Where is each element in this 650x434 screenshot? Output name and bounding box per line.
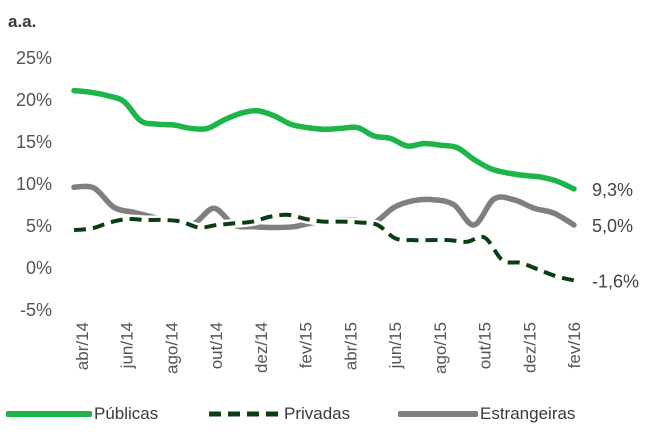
end-label-privadas: -1,6% <box>592 271 639 291</box>
y-axis-unit-label: a.a. <box>8 12 37 31</box>
x-tick-label: ago/15 <box>431 322 450 374</box>
end-label-estrangeiras: 5,0% <box>592 216 633 236</box>
y-tick-label: 20% <box>16 90 52 110</box>
x-tick-label: dez/15 <box>520 322 539 373</box>
legend-label-estrangeiras: Estrangeiras <box>480 404 576 423</box>
x-tick-label: fev/15 <box>297 322 316 368</box>
legend-label-privadas: Privadas <box>284 404 351 423</box>
y-tick-label: 15% <box>16 132 52 152</box>
y-tick-label: -5% <box>20 300 52 320</box>
legend-swatch-publicas <box>6 411 92 417</box>
x-tick-label: abr/14 <box>73 322 92 370</box>
chart-legend: Públicas Privadas Estrangeiras <box>0 404 650 434</box>
legend-item-privadas: Privadas <box>206 404 350 424</box>
y-tick-label: 5% <box>26 216 52 236</box>
x-tick-label: abr/15 <box>341 322 360 370</box>
x-tick-label: jun/14 <box>118 322 137 369</box>
y-tick-label: 0% <box>26 258 52 278</box>
x-tick-label: jun/15 <box>386 322 405 369</box>
x-tick-label: dez/14 <box>252 322 271 373</box>
legend-label-publicas: Públicas <box>94 404 159 423</box>
y-tick-label: 25% <box>16 48 52 68</box>
x-tick-labels: abr/14 jun/14 ago/14 out/14 dez/14 fev/15 abr/… <box>73 322 584 374</box>
series-line-publicas <box>71 87 577 192</box>
y-tick-labels: -5% 0% 5% 10% 15% 20% 25% <box>16 48 52 320</box>
x-tick-label: out/14 <box>207 322 226 369</box>
legend-swatch-estrangeiras <box>398 411 478 417</box>
x-tick-label: out/15 <box>476 322 495 369</box>
legend-swatch-privadas <box>209 411 280 417</box>
legend-item-estrangeiras: Estrangeiras <box>398 404 575 424</box>
series-lines <box>71 87 577 285</box>
end-value-labels: 9,3% -1,6% 5,0% <box>592 180 639 292</box>
end-label-publicas: 9,3% <box>592 180 633 200</box>
line-chart: -5% 0% 5% 10% 15% 20% 25% abr/14 jun/14 ago/14 ou… <box>16 48 639 374</box>
y-tick-label: 10% <box>16 174 52 194</box>
legend-item-publicas: Públicas <box>6 404 158 424</box>
series-line-privadas <box>73 212 575 283</box>
x-tick-label: ago/14 <box>162 322 181 374</box>
series-line-privadas-halo <box>73 210 576 285</box>
x-tick-label: fev/16 <box>565 322 584 368</box>
